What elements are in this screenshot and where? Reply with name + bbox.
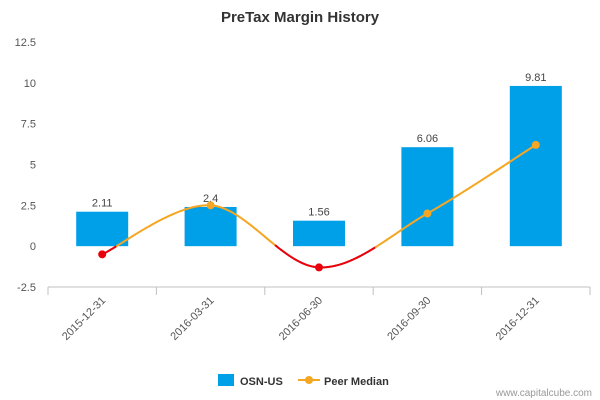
legend-swatch-osn-us [218,374,234,386]
peer-median-series [98,140,540,272]
bar [401,147,454,247]
legend-label-osn-us: OSN-US [240,376,283,388]
bar-data-label: 2.4 [203,193,218,205]
y-tick-label: 12.5 [15,37,36,49]
bar [293,220,345,247]
bar-data-label: 2.11 [92,198,113,210]
legend-marker-peer-median [305,376,313,384]
y-tick-label: 0 [30,241,36,253]
y-tick-label: 5 [30,160,36,172]
x-tick-label: 2015-12-31 [60,295,108,343]
bar [184,206,237,247]
bar-series [76,85,562,247]
x-tick-label: 2016-03-31 [168,295,216,343]
y-tick-label: 7.5 [21,119,36,131]
y-tick-label: -2.5 [17,282,36,294]
bar [76,211,129,247]
x-axis: 2015-12-31 2016-03-31 2016-06-30 2016-09-30… [47,287,591,343]
peer-median-point [98,250,107,259]
peer-median-point [531,140,540,149]
credit-text: www.capitalcube.com [495,388,592,399]
y-tick-label: 10 [24,78,36,90]
bar [509,85,562,247]
bar-data-label: 6.06 [417,133,438,145]
legend-label-peer-median: Peer Median [324,376,389,388]
y-tick-label: 2.5 [21,200,36,212]
bar-data-label: 1.56 [308,207,329,219]
x-tick-label: 2016-12-31 [494,295,542,343]
x-tick-label: 2016-09-30 [385,295,433,343]
peer-median-point [423,209,432,218]
peer-median-point [315,263,323,272]
x-tick-label: 2016-06-30 [277,295,325,343]
bar-data-labels: 2.11 2.4 1.56 6.06 9.81 [92,72,547,219]
chart-title: PreTax Margin History [221,9,380,26]
peer-median-point [206,201,215,210]
y-axis: 12.5 10 7.5 5 2.5 0 -2.5 [15,37,36,294]
bar-data-label: 9.81 [525,72,546,84]
legend: OSN-US Peer Median [218,374,389,388]
